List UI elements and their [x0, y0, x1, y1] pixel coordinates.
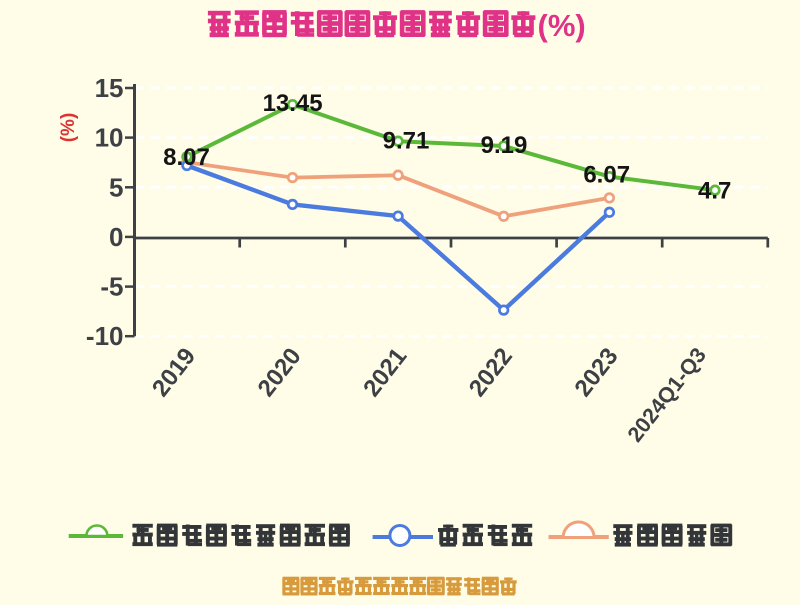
svg-text:-5: -5	[100, 272, 123, 302]
svg-text:9.71: 9.71	[383, 128, 430, 155]
svg-text:9.19: 9.19	[481, 132, 528, 159]
svg-text:10: 10	[95, 123, 124, 153]
svg-text:8.07: 8.07	[163, 144, 210, 171]
svg-text:(%): (%)	[538, 8, 586, 43]
svg-text:5: 5	[109, 172, 123, 202]
svg-text:15: 15	[95, 73, 124, 103]
svg-text:4.7: 4.7	[698, 178, 731, 205]
svg-text:6.07: 6.07	[583, 162, 630, 189]
svg-text:13.45: 13.45	[263, 90, 323, 117]
svg-text:0: 0	[109, 222, 123, 252]
svg-text:(%): (%)	[58, 113, 79, 143]
svg-text:-10: -10	[86, 321, 124, 351]
